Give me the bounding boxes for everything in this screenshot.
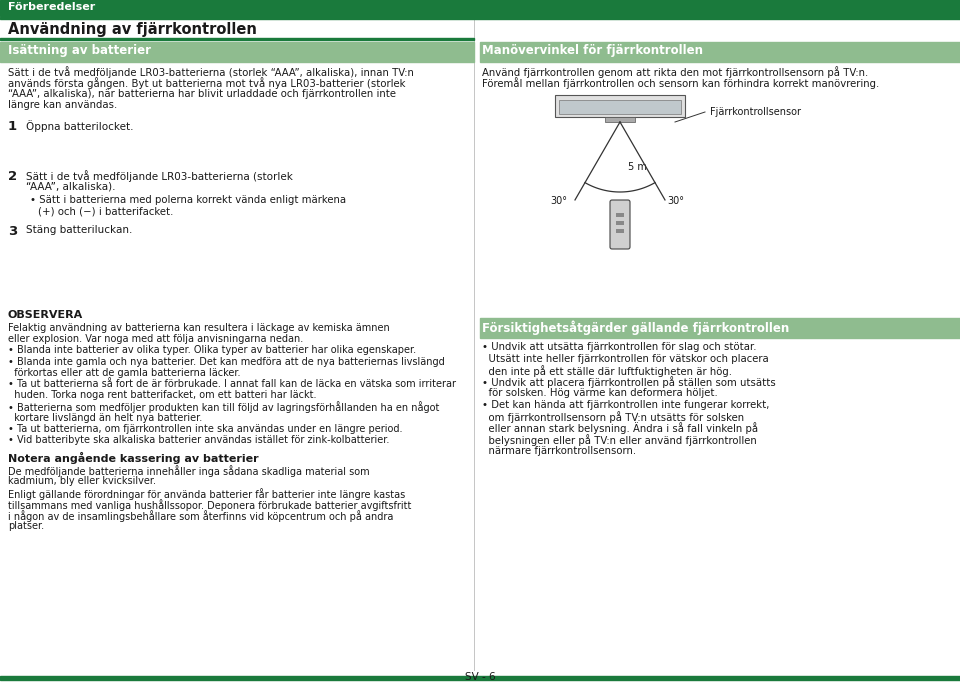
Text: för solsken. Hög värme kan deformera höljet.: för solsken. Hög värme kan deformera höl…: [482, 388, 718, 398]
Text: Föremål mellan fjärrkontrollen och sensorn kan förhindra korrekt manövrering.: Föremål mellan fjärrkontrollen och senso…: [482, 78, 879, 89]
FancyBboxPatch shape: [610, 200, 630, 249]
Text: 3: 3: [8, 225, 17, 238]
Text: huden. Torka noga rent batterifacket, om ett batteri har läckt.: huden. Torka noga rent batterifacket, om…: [8, 390, 317, 400]
Bar: [0, 38, 474, 40]
Bar: [616, 221, 624, 225]
Text: om fjärrkontrollsensorn på TV:n utsätts för solsken: om fjärrkontrollsensorn på TV:n utsätts …: [482, 411, 744, 423]
Text: tillsammans med vanliga hushållssopor. Deponera förbrukade batterier avgiftsfrit: tillsammans med vanliga hushållssopor. D…: [8, 499, 412, 510]
Bar: [616, 213, 624, 217]
Text: Användning av fjärrkontrollen: Användning av fjärrkontrollen: [8, 22, 257, 37]
Bar: [555, 95, 685, 117]
Text: • Ta ut batterierna, om fjärrkontrollen inte ska användas under en längre period: • Ta ut batterierna, om fjärrkontrollen …: [8, 424, 402, 434]
Text: används första gången. Byt ut batterierna mot två nya LR03-batterier (storlek: används första gången. Byt ut batteriern…: [8, 78, 405, 89]
Text: • Blanda inte gamla och nya batterier. Det kan medföra att de nya batteriernas l: • Blanda inte gamla och nya batterier. D…: [8, 357, 444, 366]
Bar: [0, 0, 960, 16]
Text: den inte på ett ställe där luftfuktigheten är hög.: den inte på ett ställe där luftfuktighet…: [482, 365, 732, 377]
Text: Notera angående kassering av batterier: Notera angående kassering av batterier: [8, 452, 258, 464]
Text: • Sätt i batterierna med polerna korrekt vända enligt märkena: • Sätt i batterierna med polerna korrekt…: [30, 195, 347, 205]
Text: Försiktighetsåtgärder gällande fjärrkontrollen: Försiktighetsåtgärder gällande fjärrkont…: [482, 320, 789, 335]
Text: “AAA”, alkaliska), när batterierna har blivit urladdade och fjärrkontrollen inte: “AAA”, alkaliska), när batterierna har b…: [8, 89, 396, 99]
Text: 30°: 30°: [667, 196, 684, 206]
Text: • Det kan hända att fjärrkontrollen inte fungerar korrekt,: • Det kan hända att fjärrkontrollen inte…: [482, 399, 769, 410]
Text: Sätt i de två medföljande LR03-batterierna (storlek: Sätt i de två medföljande LR03-batterier…: [26, 170, 293, 182]
Text: Fjärrkontrollsensor: Fjärrkontrollsensor: [710, 107, 801, 117]
Bar: [480, 318, 960, 338]
Text: Manövervinkel för fjärrkontrollen: Manövervinkel för fjärrkontrollen: [482, 44, 703, 57]
Text: eller annan stark belysning. Ändra i så fall vinkeln på: eller annan stark belysning. Ändra i så …: [482, 423, 758, 434]
Text: Stäng batteriluckan.: Stäng batteriluckan.: [26, 225, 132, 235]
Text: • Undvik att placera fjärrkontrollen på ställen som utsätts: • Undvik att placera fjärrkontrollen på …: [482, 377, 776, 388]
Text: Förberedelser: Förberedelser: [8, 2, 95, 12]
Text: OBSERVERA: OBSERVERA: [8, 310, 84, 320]
Text: Använd fjärrkontrollen genom att rikta den mot fjärrkontrollsensorn på TV:n.: Använd fjärrkontrollen genom att rikta d…: [482, 66, 868, 78]
Text: 30°: 30°: [550, 196, 567, 206]
Text: Isättning av batterier: Isättning av batterier: [8, 44, 151, 57]
Bar: [559, 100, 681, 114]
Text: förkortas eller att de gamla batterierna läcker.: förkortas eller att de gamla batterierna…: [8, 368, 241, 378]
Text: kadmium, bly eller kvicksilver.: kadmium, bly eller kvicksilver.: [8, 476, 156, 486]
Text: Utsätt inte heller fjärrkontrollen för vätskor och placera: Utsätt inte heller fjärrkontrollen för v…: [482, 353, 769, 364]
Text: De medföljande batterierna innehåller inga sådana skadliga material som: De medföljande batterierna innehåller in…: [8, 465, 370, 477]
Text: Felaktig användning av batterierna kan resultera i läckage av kemiska ämnen: Felaktig användning av batterierna kan r…: [8, 323, 390, 333]
Text: eller explosion. Var noga med att följa anvisningarna nedan.: eller explosion. Var noga med att följa …: [8, 334, 303, 344]
Bar: [0, 676, 960, 680]
Bar: [0, 17, 960, 19]
Text: 1: 1: [8, 120, 17, 133]
Text: • Ta ut batterierna så fort de är förbrukade. I annat fall kan de läcka en vätsk: • Ta ut batterierna så fort de är förbru…: [8, 379, 456, 389]
Text: längre kan användas.: längre kan användas.: [8, 101, 117, 110]
Text: SV - 6: SV - 6: [465, 672, 495, 682]
Text: 5 m: 5 m: [628, 162, 647, 172]
Text: • Batterierna som medföljer produkten kan till följd av lagringsförhållanden ha : • Batterierna som medföljer produkten ka…: [8, 401, 440, 413]
Text: 2: 2: [8, 170, 17, 183]
Text: (+) och (−) i batterifacket.: (+) och (−) i batterifacket.: [38, 206, 174, 217]
Text: “AAA”, alkaliska).: “AAA”, alkaliska).: [26, 182, 115, 191]
Bar: [0, 42, 474, 62]
Text: Enligt gällande förordningar för använda batterier får batterier inte längre kas: Enligt gällande förordningar för använda…: [8, 488, 405, 499]
Text: belysningen eller på TV:n eller använd fjärrkontrollen: belysningen eller på TV:n eller använd f…: [482, 434, 756, 446]
Bar: [616, 229, 624, 233]
Text: Sätt i de två medföljande LR03-batterierna (storlek “AAA”, alkaliska), innan TV:: Sätt i de två medföljande LR03-batterier…: [8, 66, 414, 78]
Text: kortare livslängd än helt nya batterier.: kortare livslängd än helt nya batterier.: [8, 412, 203, 423]
Bar: [605, 117, 635, 122]
Text: • Vid batteribyte ska alkaliska batterier användas istället för zink-kolbatterie: • Vid batteribyte ska alkaliska batterie…: [8, 435, 390, 445]
Text: närmare fjärrkontrollsensorn.: närmare fjärrkontrollsensorn.: [482, 445, 636, 456]
Text: platser.: platser.: [8, 521, 44, 531]
Bar: [480, 42, 960, 62]
Text: Öppna batterilocket.: Öppna batterilocket.: [26, 120, 133, 132]
Text: • Blanda inte batterier av olika typer. Olika typer av batterier har olika egens: • Blanda inte batterier av olika typer. …: [8, 345, 416, 355]
Text: i någon av de insamlingsbehållare som återfinns vid köpcentrum och på andra: i någon av de insamlingsbehållare som åt…: [8, 510, 394, 522]
Text: • Undvik att utsätta fjärrkontrollen för slag och stötar.: • Undvik att utsätta fjärrkontrollen för…: [482, 342, 756, 352]
